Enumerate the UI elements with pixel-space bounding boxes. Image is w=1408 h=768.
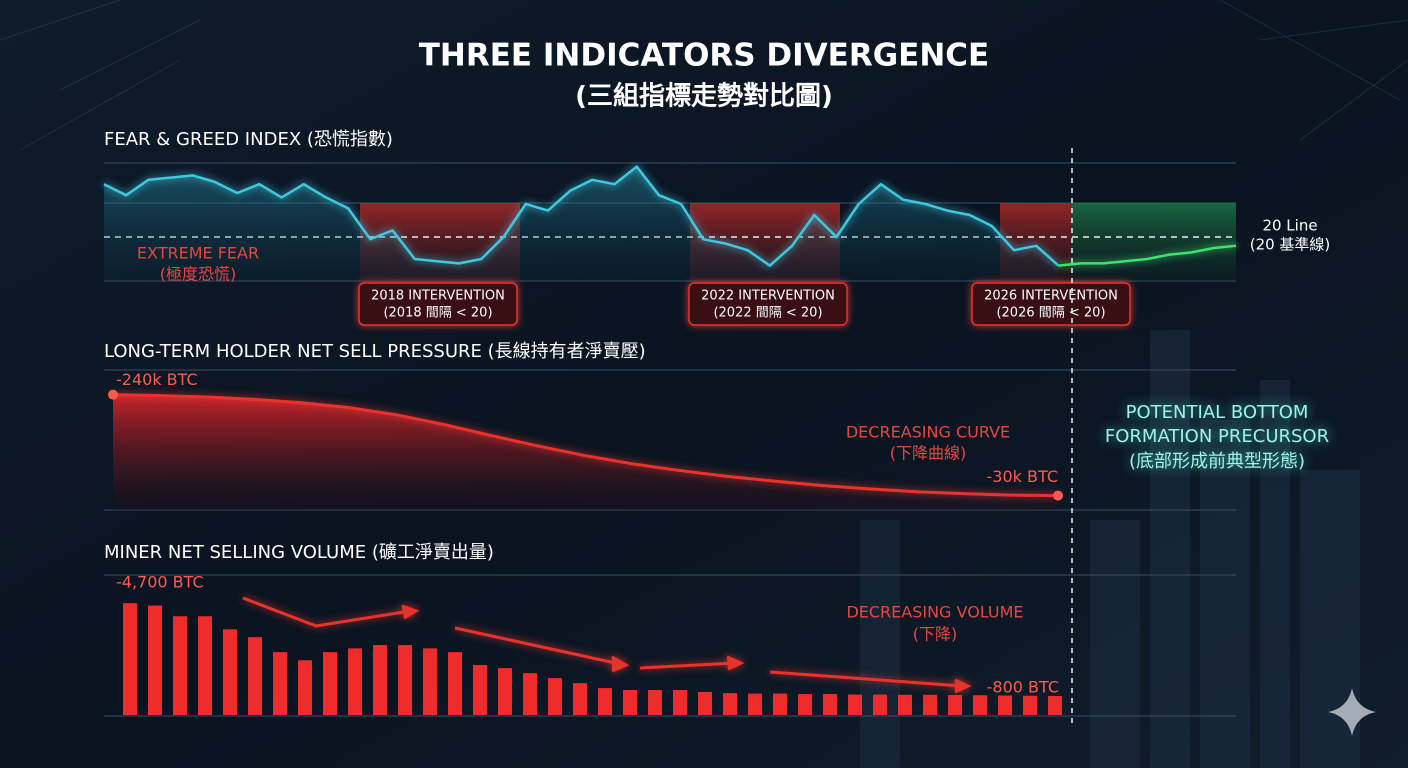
line (1058, 244, 1237, 267)
annotation-box (688, 282, 848, 326)
panel-title: MINER NET SELLING VOLUME (礦工淨賣出量) (104, 542, 494, 563)
side-note: FORMATION PRECURSOR (1105, 426, 1329, 447)
panel-title: LONG-TERM HOLDER NET SELL PRESSURE (長線持有… (104, 341, 646, 362)
end-point (1053, 490, 1063, 501)
bar (923, 694, 937, 715)
annotation-text: 2022 INTERVENTION (701, 289, 835, 304)
annotation-text: 2018 INTERVENTION (371, 289, 505, 304)
bar (323, 652, 337, 715)
bar (648, 690, 662, 715)
marks: 20 Line(20 基準線) EXTREME FEAR (極度恐慌) 2018 IN… (103, 165, 1331, 715)
annotation-text: DECREASING VOLUME (846, 603, 1023, 622)
bar (523, 673, 537, 715)
bar (998, 695, 1012, 715)
reference-label: (20 基準線) (1250, 236, 1331, 254)
side-note: POTENTIAL BOTTOM (1126, 402, 1309, 423)
bar (798, 694, 812, 715)
bar (848, 694, 862, 715)
annotation-text: (下降曲線) (890, 444, 967, 463)
bar (748, 693, 762, 715)
bar (623, 690, 637, 715)
bar (498, 668, 512, 715)
bar (873, 694, 887, 715)
bar (723, 693, 737, 715)
page-subtitle: (三組指標走勢對比圖) (575, 81, 833, 112)
value-label: -800 BTC (987, 678, 1059, 697)
reference-label: 20 Line (1262, 217, 1317, 235)
bar (298, 660, 312, 715)
line (103, 165, 1060, 267)
bar (1048, 695, 1062, 715)
bar (898, 694, 912, 715)
bar (1023, 695, 1037, 715)
annotation-text: (2018 間隔 < 20) (383, 306, 492, 321)
area-line (112, 393, 1059, 498)
annotation-text: (下降) (913, 625, 958, 644)
bar (948, 695, 962, 715)
end-point (108, 389, 118, 400)
annotation-box (971, 282, 1131, 326)
skyline-decoration (860, 330, 1360, 768)
panel-title: FEAR & GREED INDEX (恐慌指數) (104, 129, 393, 150)
bar (223, 629, 237, 715)
value-label: -4,700 BTC (116, 573, 204, 592)
annotation-text: 2026 INTERVENTION (984, 289, 1118, 304)
annotation-box (358, 282, 518, 326)
annotation-text: (2026 間隔 < 20) (996, 306, 1105, 321)
sparkle-icon (1328, 688, 1376, 736)
bar (173, 616, 187, 715)
bar (373, 645, 387, 715)
green-zone (1072, 203, 1236, 281)
bar (398, 645, 412, 715)
bar (123, 603, 137, 715)
bar (598, 688, 612, 715)
bar (198, 616, 212, 715)
bar (473, 665, 487, 715)
bar (823, 694, 837, 715)
bar (773, 693, 787, 715)
bar (273, 652, 287, 715)
annotation-text: DECREASING CURVE (846, 423, 1010, 442)
trend-arrows (242, 596, 972, 694)
line-fill (104, 166, 1059, 281)
bar (548, 678, 562, 715)
bar (698, 691, 712, 715)
bar (148, 605, 162, 715)
page-title: THREE INDICATORS DIVERGENCE (419, 38, 989, 74)
side-note: (底部形成前典型形態) (1129, 451, 1305, 472)
bar (973, 695, 987, 715)
zone-label: (極度恐慌) (160, 265, 237, 284)
zone-label: EXTREME FEAR (137, 244, 259, 263)
bar (448, 652, 462, 715)
value-label: -240k BTC (116, 370, 198, 389)
annotation-text: (2022 間隔 < 20) (713, 306, 822, 321)
area (113, 394, 1058, 510)
network-decoration (0, 0, 1408, 151)
bar (573, 683, 587, 715)
bar (423, 648, 437, 715)
value-label: -30k BTC (987, 467, 1058, 486)
bar (673, 690, 687, 715)
bar (248, 637, 262, 715)
bar (348, 648, 362, 715)
